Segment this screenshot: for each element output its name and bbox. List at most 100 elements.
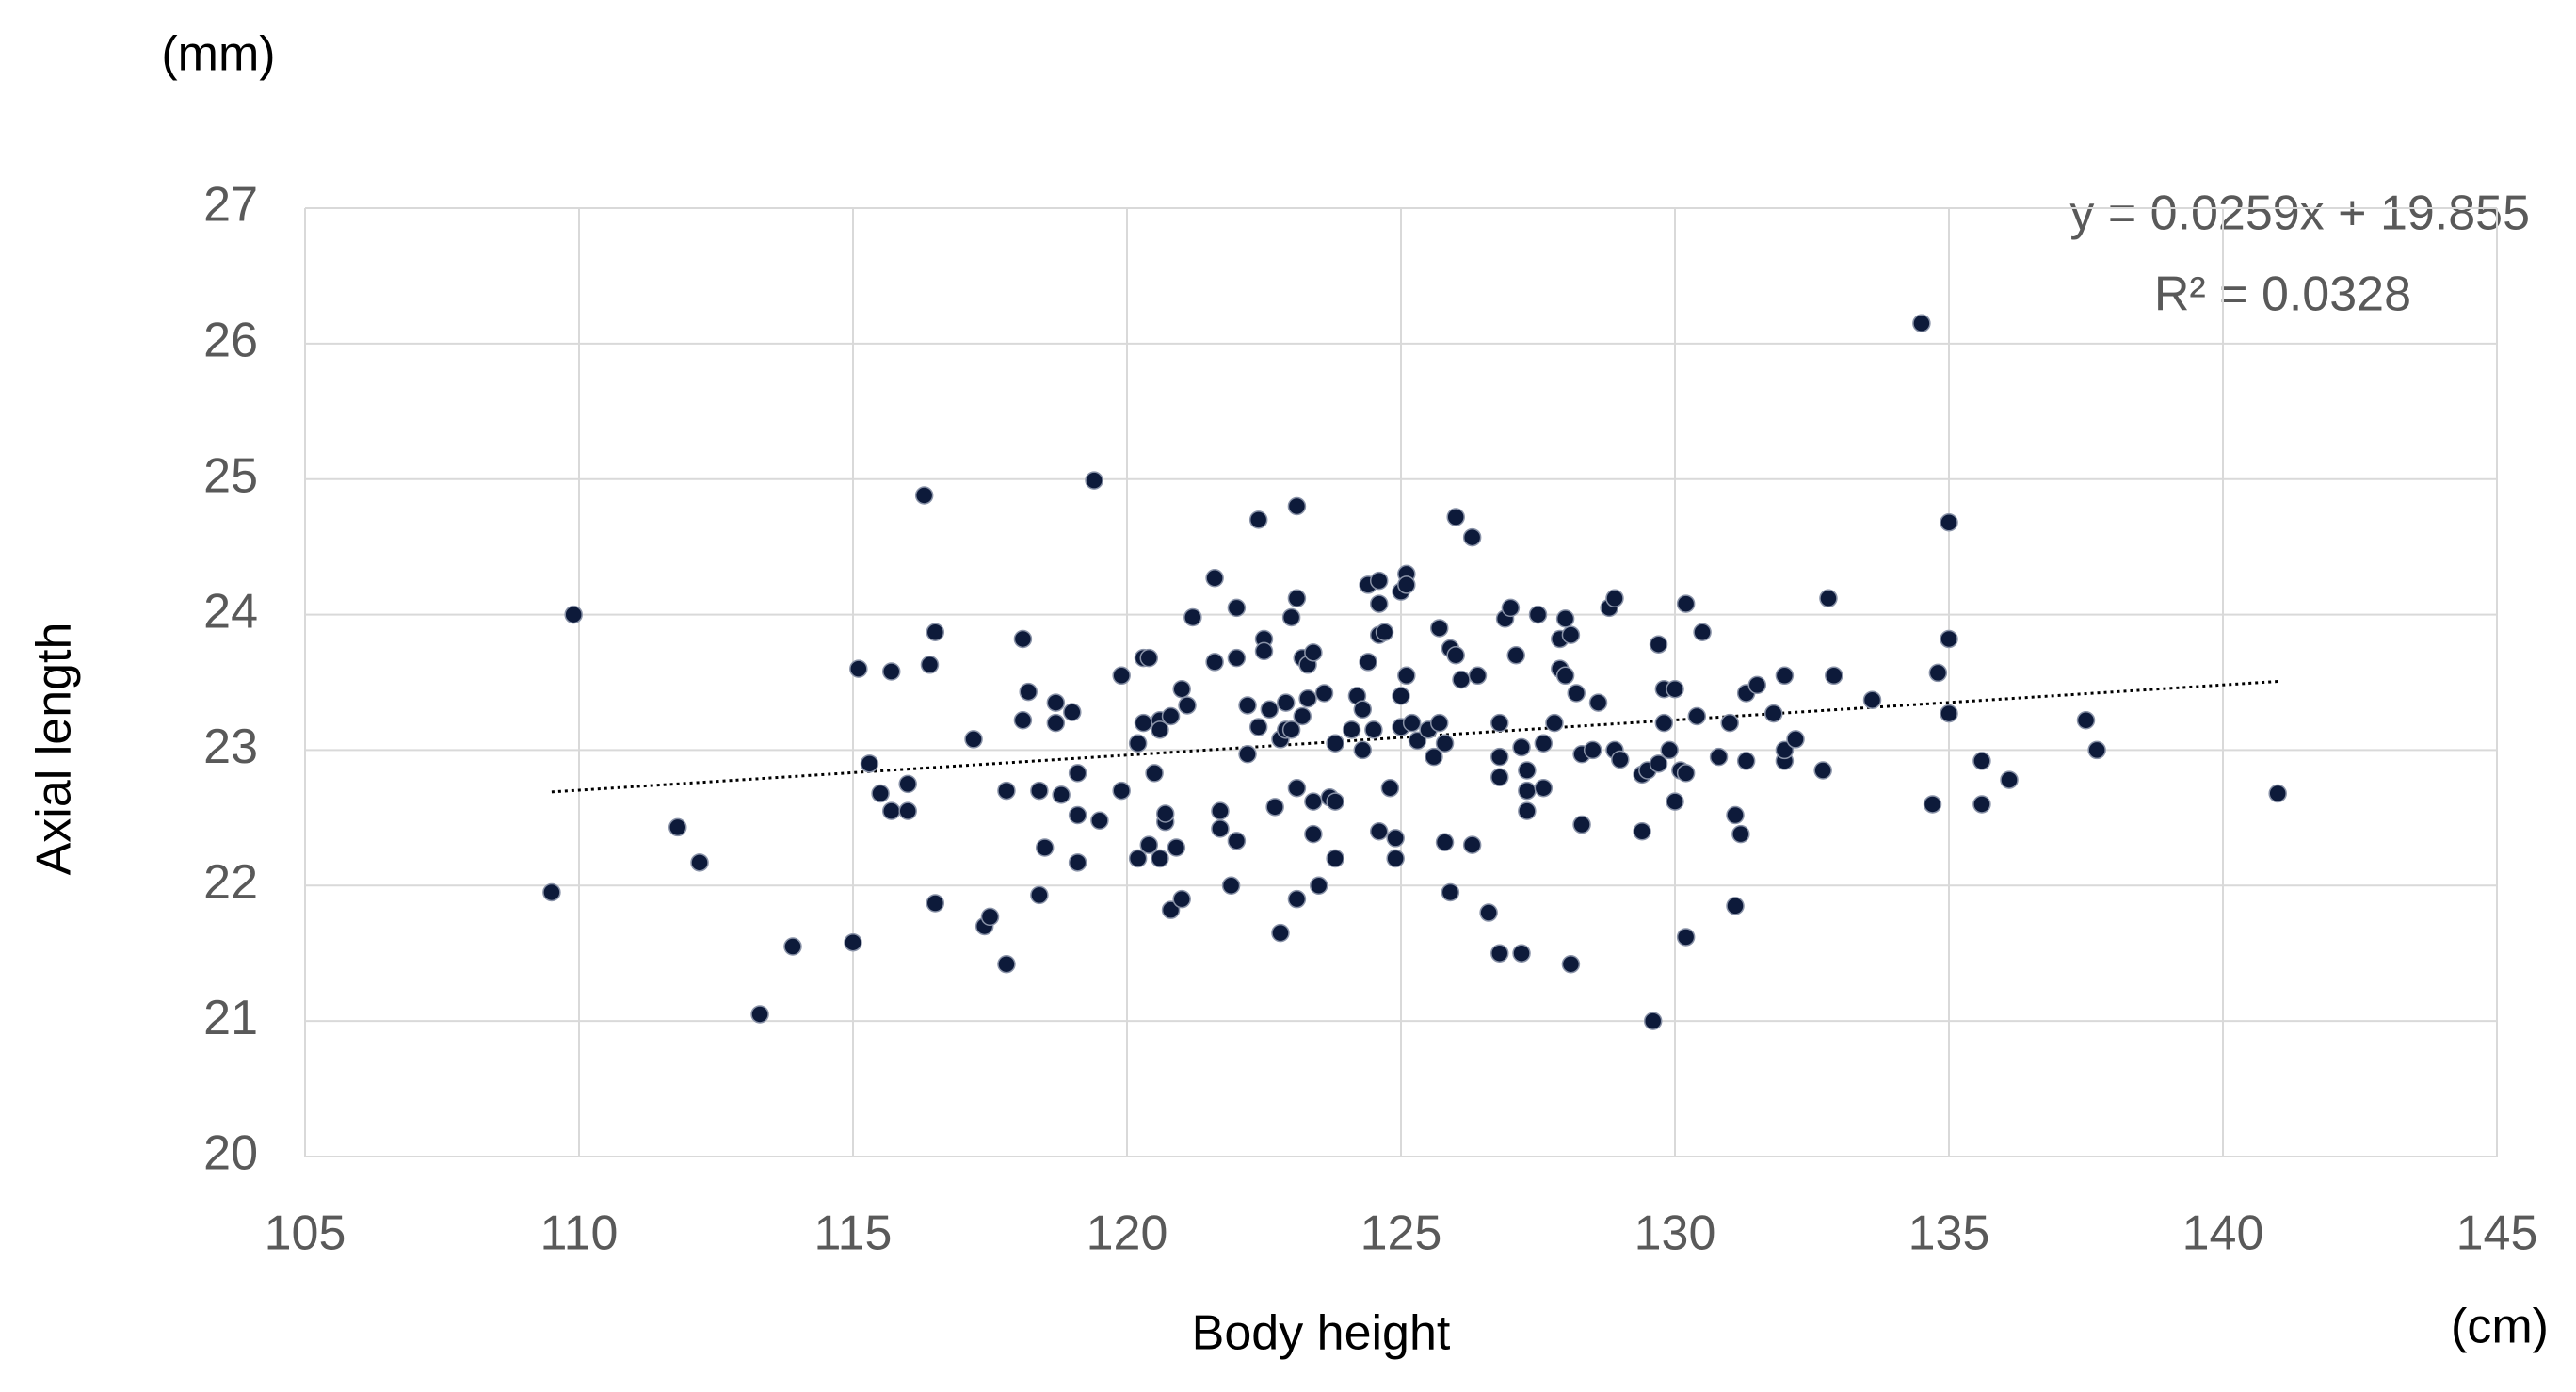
- point: [783, 937, 802, 956]
- point: [980, 907, 1000, 927]
- point: [1254, 641, 1274, 661]
- point: [1030, 781, 1049, 801]
- x-tick-label: 145: [2456, 1206, 2538, 1261]
- point: [1369, 594, 1389, 613]
- point: [1353, 700, 1373, 720]
- point: [1238, 696, 1257, 715]
- point: [1676, 594, 1696, 613]
- x-tick-label: 125: [1360, 1206, 1442, 1261]
- y-tick-label: 26: [203, 314, 258, 368]
- point: [1633, 821, 1651, 841]
- point: [1441, 882, 1460, 902]
- point: [1490, 944, 1509, 963]
- point: [1726, 805, 1745, 825]
- point: [1611, 750, 1630, 769]
- point: [1693, 623, 1712, 642]
- point: [1649, 754, 1668, 773]
- point: [964, 730, 983, 749]
- point: [1534, 778, 1554, 798]
- point: [1227, 598, 1247, 618]
- point: [1375, 623, 1394, 642]
- point: [1128, 849, 1148, 868]
- point: [1747, 675, 1767, 695]
- point: [1183, 607, 1202, 627]
- point: [1490, 768, 1509, 786]
- point: [1277, 693, 1296, 712]
- point: [1518, 781, 1537, 801]
- point: [1676, 928, 1696, 947]
- point: [1326, 792, 1344, 811]
- x-axis-title: Body height: [1192, 1306, 1451, 1361]
- point: [881, 662, 901, 681]
- point: [860, 754, 879, 773]
- point: [1912, 314, 1931, 333]
- point: [1490, 747, 1509, 767]
- point: [871, 784, 890, 803]
- point: [2000, 770, 2019, 789]
- point: [1402, 713, 1422, 733]
- point: [1666, 792, 1684, 811]
- point: [997, 954, 1016, 974]
- point: [1687, 706, 1707, 726]
- point: [1046, 693, 1066, 712]
- point: [1462, 835, 1482, 854]
- x-tick-label: 110: [540, 1206, 619, 1261]
- point: [1139, 648, 1159, 668]
- point: [1555, 666, 1575, 686]
- point: [1819, 589, 1838, 608]
- point: [1211, 819, 1230, 838]
- point: [1205, 568, 1224, 588]
- point: [1731, 824, 1750, 844]
- point: [2268, 784, 2287, 803]
- y-tick-label: 20: [203, 1126, 258, 1181]
- point: [1134, 713, 1153, 733]
- point: [1429, 713, 1449, 733]
- point: [1435, 734, 1455, 753]
- point: [844, 932, 862, 952]
- point: [1775, 740, 1795, 760]
- y-unit: (mm): [161, 27, 275, 82]
- point: [920, 656, 940, 674]
- point: [1145, 764, 1164, 783]
- point: [1304, 792, 1323, 811]
- point: [1862, 690, 1882, 709]
- point: [690, 853, 709, 872]
- point: [1304, 643, 1323, 662]
- trend-equation: y = 0.0259x + 19.855: [2069, 186, 2530, 241]
- point: [1528, 605, 1548, 624]
- point: [1161, 706, 1181, 726]
- point: [1287, 889, 1307, 909]
- point: [1281, 720, 1301, 739]
- point: [1490, 713, 1509, 733]
- point: [1561, 954, 1581, 974]
- point: [1397, 575, 1416, 594]
- x-tick-label: 105: [265, 1206, 346, 1261]
- point: [1386, 829, 1405, 848]
- x-tick-label: 120: [1087, 1206, 1168, 1261]
- point: [1666, 679, 1684, 699]
- point: [1940, 704, 1958, 723]
- point: [1068, 805, 1087, 825]
- point: [1151, 849, 1169, 868]
- point: [1298, 689, 1317, 708]
- y-tick-label: 24: [203, 584, 258, 639]
- point: [1380, 778, 1400, 798]
- point: [898, 774, 917, 794]
- point: [1238, 744, 1257, 764]
- point: [1227, 648, 1247, 668]
- y-tick-label: 22: [203, 855, 258, 910]
- x-tick-label: 130: [1634, 1206, 1716, 1261]
- point: [542, 882, 561, 902]
- point: [1309, 876, 1328, 896]
- point: [1090, 811, 1109, 830]
- point: [1940, 512, 1958, 532]
- point: [997, 781, 1016, 801]
- point: [1281, 607, 1301, 627]
- point: [1019, 682, 1038, 702]
- point: [1326, 734, 1344, 753]
- point: [1364, 720, 1383, 739]
- point: [1534, 734, 1554, 753]
- point: [1068, 764, 1087, 783]
- point: [1518, 761, 1537, 780]
- y-axis-title: Axial length: [27, 623, 82, 876]
